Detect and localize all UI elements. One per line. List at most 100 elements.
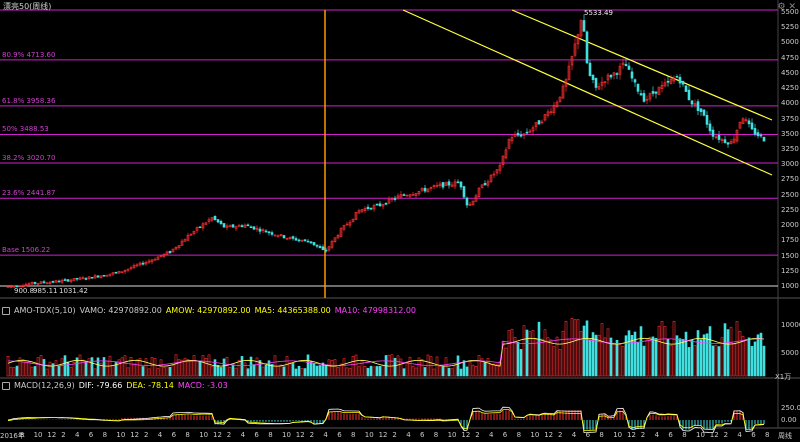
time-tick: 12 bbox=[47, 431, 57, 439]
amow-value: AMOW: 42970892.00 bbox=[165, 306, 251, 315]
candle-body bbox=[549, 111, 553, 114]
candle-body bbox=[747, 120, 751, 125]
gear-icon[interactable]: ⚙ bbox=[777, 2, 786, 12]
time-tick: 10 bbox=[447, 431, 457, 439]
candle-body bbox=[105, 275, 109, 277]
volume-bar bbox=[405, 361, 409, 377]
candle-body bbox=[582, 20, 586, 32]
volume-bar bbox=[294, 368, 298, 377]
volume-bar bbox=[150, 357, 154, 377]
price-tick: 3000 bbox=[781, 160, 799, 169]
volume-bar bbox=[438, 366, 442, 377]
volume-bar bbox=[102, 357, 106, 377]
volume-bar bbox=[708, 326, 712, 377]
volume-bar bbox=[636, 342, 640, 377]
volume-indicator-name[interactable]: AMO-TDX(5,10) bbox=[14, 306, 76, 315]
close-icon[interactable]: ✕ bbox=[788, 2, 796, 12]
time-tick: 2 bbox=[392, 431, 397, 439]
time-tick: 8 bbox=[185, 431, 190, 439]
volume-bar bbox=[606, 328, 610, 377]
candle-body bbox=[591, 74, 595, 80]
candle-body bbox=[93, 275, 97, 279]
candle-body bbox=[141, 262, 145, 265]
volume-bar bbox=[492, 363, 496, 377]
price-tick: 1250 bbox=[781, 266, 799, 275]
time-tick: 12 bbox=[461, 431, 471, 439]
candle-body bbox=[150, 259, 154, 263]
volume-bar bbox=[357, 366, 361, 377]
volume-bar bbox=[582, 325, 586, 377]
volume-bar bbox=[57, 365, 61, 377]
volume-bar bbox=[408, 356, 412, 377]
candle-body bbox=[447, 181, 451, 186]
time-tick: 2 bbox=[558, 431, 563, 439]
price-tick: 5250 bbox=[781, 23, 799, 32]
candle-body bbox=[45, 282, 49, 285]
candle-body bbox=[381, 204, 385, 207]
volume-bar bbox=[672, 320, 676, 377]
candle-body bbox=[507, 139, 511, 149]
candle-body bbox=[465, 197, 469, 206]
volume-bar bbox=[174, 354, 178, 377]
candle-body bbox=[237, 225, 241, 227]
candle-body bbox=[753, 128, 757, 135]
period-label[interactable]: 周线 bbox=[778, 432, 792, 440]
volume-bar bbox=[465, 366, 469, 377]
candle-body bbox=[540, 121, 544, 124]
volume-bar bbox=[705, 333, 709, 377]
candle-body bbox=[654, 91, 658, 94]
volume-bar bbox=[24, 361, 28, 377]
candle-body bbox=[243, 224, 247, 228]
dif-value: DIF: -79.66 bbox=[78, 381, 123, 390]
candle-body bbox=[612, 72, 616, 76]
candle-body bbox=[606, 74, 610, 81]
volume-bar bbox=[276, 365, 280, 377]
candle-body bbox=[561, 85, 565, 99]
volume-bar bbox=[699, 339, 703, 377]
volume-bar bbox=[318, 365, 322, 377]
candle-body bbox=[282, 235, 286, 239]
candle-body bbox=[306, 240, 310, 243]
candle-body bbox=[354, 212, 358, 220]
candle-body bbox=[174, 247, 178, 250]
volume-bar bbox=[429, 356, 433, 377]
volume-bar bbox=[618, 344, 622, 377]
candle-body bbox=[363, 208, 367, 212]
volume-bar bbox=[129, 357, 133, 377]
volume-bar bbox=[297, 365, 301, 377]
candle-body bbox=[219, 220, 223, 225]
volume-bar bbox=[402, 368, 406, 377]
volume-bar bbox=[468, 361, 472, 377]
time-tick: 12 bbox=[295, 431, 305, 439]
candle-body bbox=[99, 275, 103, 279]
volume-bar bbox=[645, 339, 649, 377]
indicator-settings-icon[interactable] bbox=[2, 381, 10, 390]
candle-body bbox=[633, 79, 637, 83]
trend-channel-lower bbox=[402, 9, 773, 176]
candle-body bbox=[360, 209, 364, 212]
volume-bar bbox=[375, 366, 379, 377]
candle-body bbox=[453, 181, 457, 187]
price-tick: 2750 bbox=[781, 175, 799, 184]
volume-bar bbox=[309, 361, 313, 377]
volume-bar bbox=[369, 365, 373, 377]
candle-body bbox=[12, 285, 16, 288]
volume-bar bbox=[588, 339, 592, 377]
macd-tick-250: 250.0 bbox=[781, 404, 800, 412]
candle-body bbox=[432, 185, 436, 187]
candle-body bbox=[369, 207, 373, 210]
candle-body bbox=[663, 82, 667, 87]
indicator-settings-icon[interactable] bbox=[2, 306, 10, 315]
window-title: 漂亮50(周线) bbox=[3, 2, 52, 11]
time-tick: 8 bbox=[599, 431, 604, 439]
volume-bar bbox=[729, 326, 733, 377]
candle-body bbox=[57, 280, 61, 283]
macd-indicator-name[interactable]: MACD(12,26,9) bbox=[14, 381, 75, 390]
candle-body bbox=[468, 203, 472, 206]
price-tick: 3250 bbox=[781, 145, 799, 153]
volume-bar bbox=[354, 354, 358, 377]
volume-bar bbox=[261, 366, 265, 377]
candle-body bbox=[588, 62, 592, 76]
volume-bar bbox=[225, 356, 229, 377]
